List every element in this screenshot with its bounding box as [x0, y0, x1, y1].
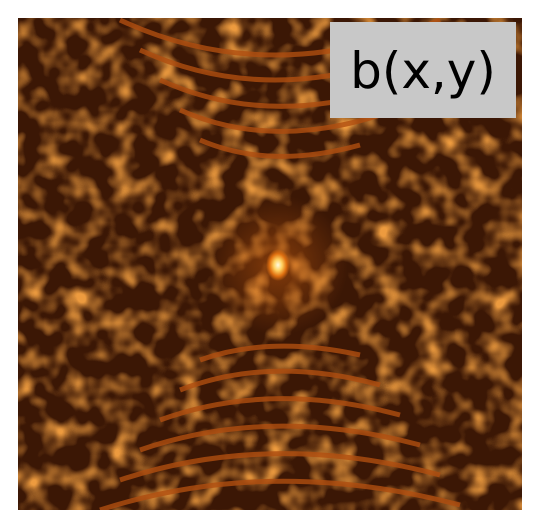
- label: b(x,y): [350, 42, 496, 100]
- main-peak: [266, 249, 290, 281]
- label-box: [330, 22, 516, 118]
- lower-fringes: [99, 343, 461, 510]
